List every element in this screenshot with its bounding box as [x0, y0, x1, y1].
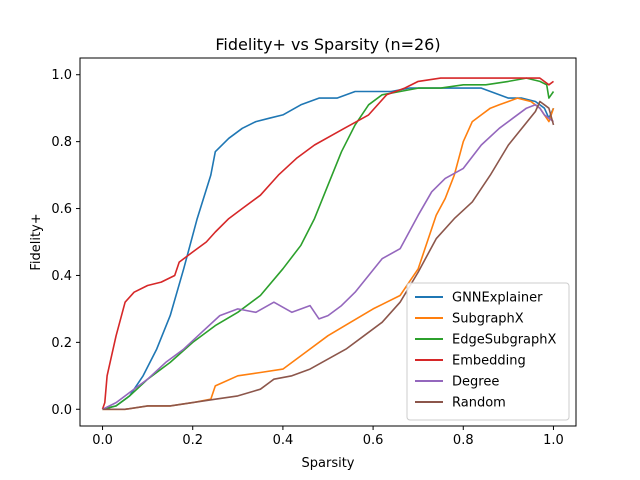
legend-label: SubgraphX — [452, 312, 524, 327]
chart-title: Fidelity+ vs Sparsity (n=26) — [215, 35, 440, 54]
series-line-embedding — [101, 77, 554, 410]
legend-label: GNNExplainer — [452, 291, 543, 306]
x-tick-label: 0.4 — [273, 433, 294, 448]
legend-label: Degree — [452, 375, 499, 390]
y-axis-ticks: 0.0 0.2 0.4 0.6 0.8 1.0 — [51, 68, 80, 418]
y-tick-label: 0.8 — [51, 135, 72, 150]
x-axis-label: Sparsity — [302, 456, 355, 471]
y-tick-label: 0.6 — [51, 202, 72, 217]
series-line-subgraphx — [102, 97, 555, 411]
y-tick-label: 0.2 — [51, 336, 72, 351]
y-tick-label: 0.0 — [51, 403, 72, 418]
x-tick-label: 0.6 — [363, 433, 384, 448]
series-line-edgesubgraphx — [102, 77, 555, 411]
plot-frame — [79, 57, 577, 427]
x-tick-label: 0.8 — [453, 433, 474, 448]
x-tick-label: 0.0 — [92, 433, 113, 448]
y-axis-label: Fidelity+ — [29, 213, 44, 270]
x-tick-label: 1.0 — [543, 433, 564, 448]
legend-frame — [406, 282, 570, 421]
x-tick-label: 0.2 — [182, 433, 203, 448]
series-layer — [101, 77, 555, 411]
y-tick-label: 0.4 — [51, 269, 72, 284]
series-line-gnnexplainer — [102, 87, 555, 411]
y-tick-label: 1.0 — [51, 68, 72, 83]
legend-label: Embedding — [452, 354, 526, 369]
legend-label: Random — [452, 396, 506, 411]
series-line-degree — [102, 104, 554, 411]
x-axis-ticks: 0.0 0.2 0.4 0.6 0.8 1.0 — [92, 426, 564, 448]
legend: GNNExplainer SubgraphX EdgeSubgraphX Embedd… — [406, 282, 570, 421]
series-line-random — [102, 100, 555, 411]
legend-label: EdgeSubgraphX — [452, 333, 557, 348]
